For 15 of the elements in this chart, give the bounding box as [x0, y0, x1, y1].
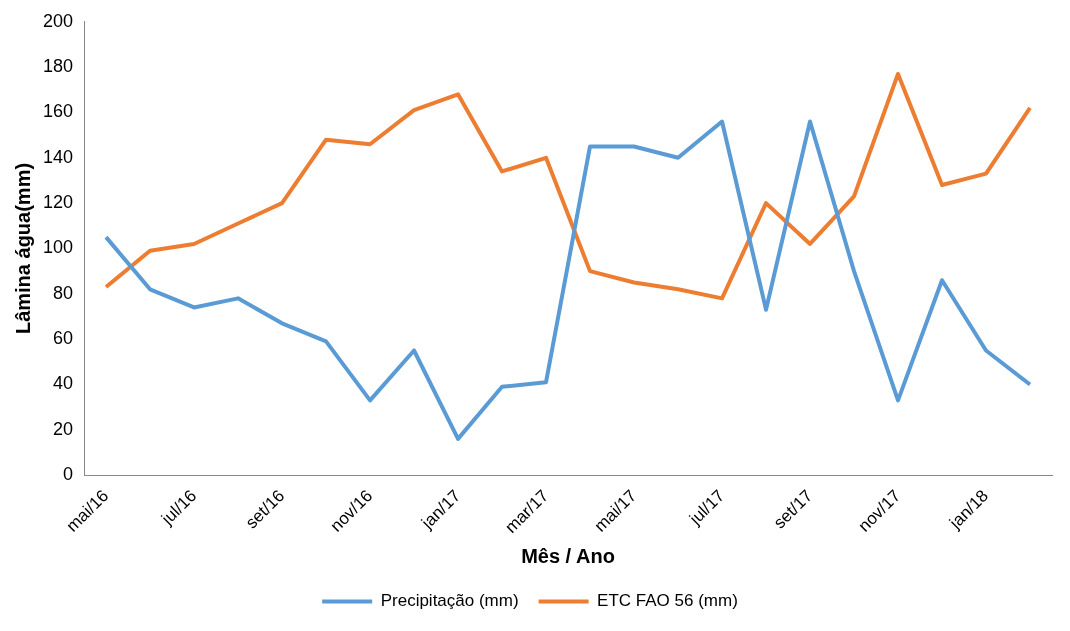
y-tick-label: 140 [42, 146, 74, 167]
legend-label: ETC FAO 56 (mm) [597, 591, 738, 611]
y-tick-label: 180 [42, 56, 74, 77]
y-tick-label: 0 [63, 464, 74, 485]
y-axis-title: Lâmina água(mm) [11, 162, 34, 335]
y-tick-label: 80 [53, 282, 74, 303]
y-tick-label: 40 [53, 373, 74, 394]
y-tick-label: 160 [42, 101, 74, 122]
y-tick-label: 200 [42, 10, 74, 31]
x-axis-title: Mês / Ano [521, 544, 615, 567]
y-tick-label: 100 [42, 237, 74, 258]
y-tick-label: 60 [53, 328, 74, 349]
legend-label: Precipitação (mm) [380, 591, 519, 611]
y-tick-label: 20 [53, 418, 74, 439]
y-tick-label: 120 [42, 192, 74, 213]
